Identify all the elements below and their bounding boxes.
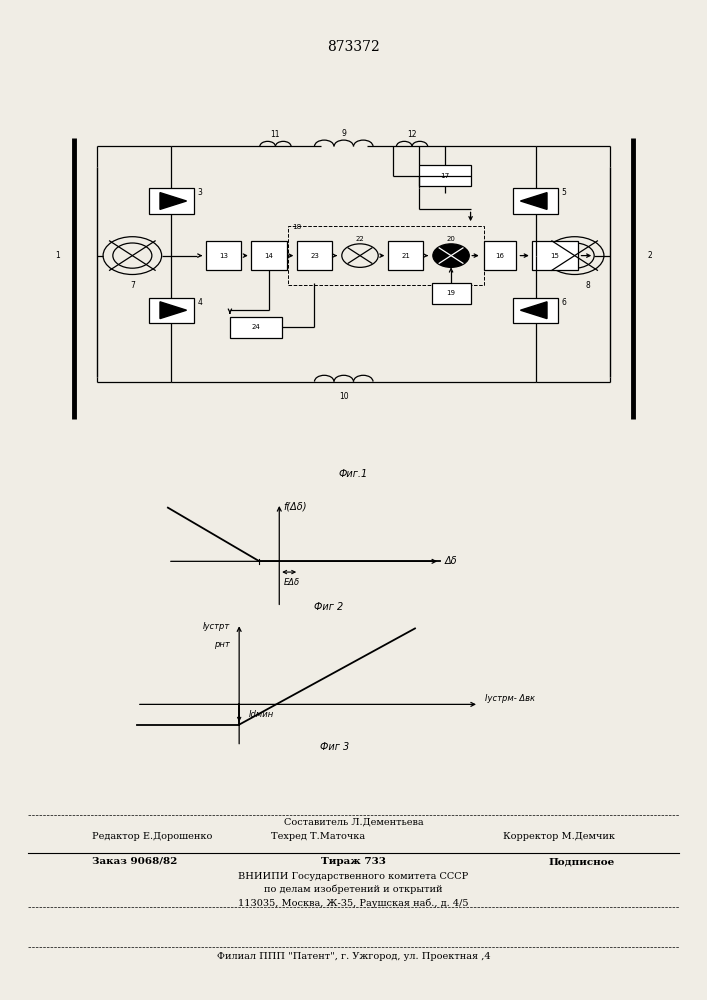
Text: Iустрт: Iустрт: [202, 622, 230, 631]
Polygon shape: [520, 193, 547, 209]
Bar: [431, 283, 471, 304]
Bar: [148, 298, 194, 323]
Text: 3: 3: [197, 188, 202, 197]
Text: 873372: 873372: [327, 40, 380, 54]
Text: Фиг.1: Фиг.1: [339, 469, 368, 479]
Text: Корректор М.Демчик: Корректор М.Демчик: [503, 832, 615, 841]
Text: 9: 9: [341, 129, 346, 138]
Bar: [251, 241, 287, 270]
Text: 20: 20: [447, 236, 455, 242]
Text: Филиал ППП "Патент", г. Ужгород, ул. Проектная ,4: Филиал ППП "Патент", г. Ужгород, ул. Про…: [216, 952, 491, 961]
Text: Фиг 3: Фиг 3: [320, 742, 350, 752]
Text: по делам изобретений и открытий: по делам изобретений и открытий: [264, 885, 443, 894]
Text: 4: 4: [197, 298, 202, 307]
Bar: [513, 188, 559, 214]
Text: рнт: рнт: [214, 640, 230, 649]
Text: 23: 23: [310, 253, 319, 259]
Text: ВНИИПИ Государственного комитета СССР: ВНИИПИ Государственного комитета СССР: [238, 872, 469, 881]
Text: 16: 16: [496, 253, 504, 259]
Bar: [387, 241, 423, 270]
Polygon shape: [160, 302, 187, 319]
Circle shape: [433, 244, 469, 267]
Text: 19: 19: [447, 290, 455, 296]
Text: 5: 5: [561, 188, 566, 197]
Polygon shape: [160, 193, 187, 209]
Text: 14: 14: [264, 253, 274, 259]
Text: 17: 17: [440, 173, 449, 179]
Text: Составитель Л.Дементьева: Составитель Л.Дементьева: [284, 818, 423, 827]
Text: Редактор Е.Дорошенко: Редактор Е.Дорошенко: [92, 832, 212, 841]
Bar: [484, 241, 516, 270]
Text: 18: 18: [292, 224, 301, 230]
Bar: [206, 241, 241, 270]
Text: 7: 7: [130, 281, 135, 290]
Text: 24: 24: [252, 324, 260, 330]
Text: ΕΔδ: ΕΔδ: [284, 578, 300, 587]
Text: Idмин: Idмин: [249, 710, 274, 719]
Text: 15: 15: [551, 253, 559, 259]
Text: 22: 22: [356, 236, 364, 242]
Text: 10: 10: [339, 392, 349, 401]
Text: 2: 2: [647, 251, 652, 260]
Text: 113035, Москва, Ж-35, Раушская наб., д. 4/5: 113035, Москва, Ж-35, Раушская наб., д. …: [238, 898, 469, 908]
Bar: [513, 298, 559, 323]
Bar: [297, 241, 332, 270]
Bar: [230, 316, 282, 338]
Text: 1: 1: [55, 251, 60, 260]
Bar: [148, 188, 194, 214]
Bar: [419, 165, 471, 186]
Bar: [532, 241, 578, 270]
Text: Iустрм- Δвк: Iустрм- Δвк: [485, 694, 535, 703]
Polygon shape: [520, 302, 547, 319]
Text: Фиг 2: Фиг 2: [314, 602, 344, 612]
Text: 21: 21: [401, 253, 410, 259]
Text: 13: 13: [219, 253, 228, 259]
Text: Тираж 733: Тираж 733: [321, 857, 386, 866]
Text: 11: 11: [271, 130, 280, 139]
Text: Техред Т.Маточка: Техред Т.Маточка: [271, 832, 366, 841]
Text: 6: 6: [561, 298, 566, 307]
Text: f(Δδ): f(Δδ): [283, 502, 306, 512]
Text: 8: 8: [585, 281, 590, 290]
Text: Δδ: Δδ: [445, 556, 457, 566]
Text: 12: 12: [407, 130, 417, 139]
Text: Подписное: Подписное: [549, 857, 615, 866]
Bar: [288, 226, 484, 285]
Text: Заказ 9068/82: Заказ 9068/82: [92, 857, 177, 866]
